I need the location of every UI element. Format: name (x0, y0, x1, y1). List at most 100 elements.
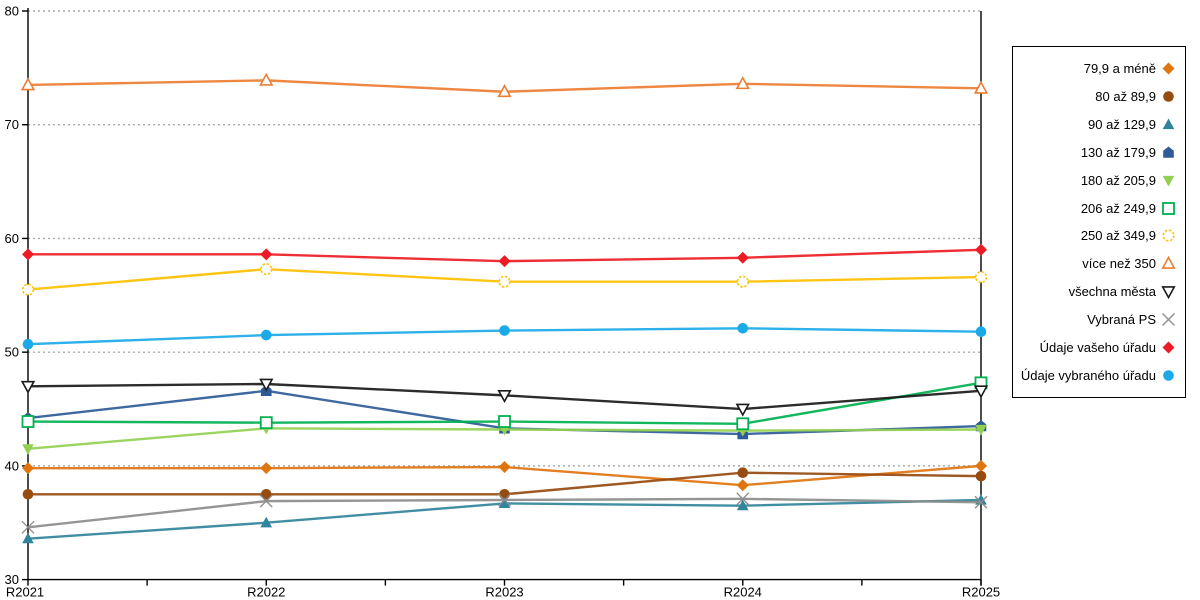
legend-item: 79,9 a méně (1019, 61, 1176, 76)
circle-marker-icon (1163, 91, 1174, 103)
triangle-up-marker-icon (735, 76, 750, 90)
square-marker-icon (21, 415, 35, 428)
diamond-marker-icon (22, 462, 34, 475)
legend-item: 250 až 349,9 (1019, 228, 1176, 243)
legend-item-label: 206 až 249,9 (1080, 200, 1156, 216)
circle-marker-icon (737, 467, 749, 479)
diamond-marker-icon (736, 479, 749, 492)
diamond-marker-icon (260, 248, 273, 261)
circle-marker-icon (260, 489, 272, 500)
diamond-marker-icon (975, 459, 987, 472)
x-marker-icon (259, 494, 273, 508)
x-legend-icon (1162, 312, 1175, 326)
circle-marker-icon (22, 489, 34, 500)
square-marker-icon (1162, 201, 1175, 215)
y-tick-label: 70 (5, 117, 19, 132)
series-12 (22, 322, 987, 350)
circle-dashed-marker-icon (260, 263, 273, 276)
x-marker-icon (21, 520, 35, 534)
legend-item: 130 až 179,9 (1019, 145, 1176, 160)
legend-item-label: 79,9 a méně (1083, 61, 1156, 77)
legend-item: 206 až 249,9 (1019, 201, 1176, 216)
y-tick-label: 40 (5, 458, 19, 473)
circle-dashed-marker-icon (498, 275, 511, 288)
diamond-marker-icon (736, 251, 749, 264)
triangle-down-legend-icon (1161, 286, 1176, 300)
square-marker-icon (259, 416, 273, 430)
series-3 (22, 493, 987, 544)
circle-legend-icon (1163, 369, 1174, 381)
triangle-down-marker-icon (1161, 286, 1176, 300)
triangle-down-marker-icon (1162, 175, 1175, 187)
legend-item: více než 350 (1019, 256, 1176, 271)
legend-item-label: 80 až 89,9 (1095, 89, 1156, 105)
triangle-up-legend-icon (1161, 256, 1176, 270)
y-tick-label: 80 (5, 4, 19, 19)
triangle-down-marker-icon (22, 444, 34, 455)
legend-item: Údaje vybraného úřadu (1019, 368, 1176, 383)
diamond-marker-icon (1162, 341, 1175, 354)
x-marker-icon (1162, 312, 1175, 326)
diamond-legend-icon (1162, 62, 1175, 75)
series-2 (22, 467, 987, 500)
x-tick-label: R2021 (6, 585, 44, 600)
circle-dashed-marker-icon (1162, 229, 1175, 242)
triangle-down-legend-icon (1162, 175, 1175, 187)
triangle-down-marker-icon (975, 424, 987, 436)
diamond-marker-icon (22, 248, 34, 261)
pentagon-legend-icon (1163, 146, 1174, 158)
circle-dashed-marker-icon (736, 275, 749, 288)
triangle-up-marker-icon (22, 532, 34, 544)
legend-item-label: všechna města (1068, 284, 1156, 300)
triangle-up-marker-icon (260, 516, 273, 528)
diamond-legend-icon (1162, 341, 1175, 354)
x-tick-label: R2025 (962, 585, 1000, 600)
triangle-down-marker-icon (259, 378, 274, 392)
x-tick-label: R2024 (724, 585, 762, 600)
diamond-marker-icon (498, 461, 511, 474)
series-5 (22, 423, 987, 455)
diamond-marker-icon (975, 243, 987, 256)
legend-item: všechna města (1019, 284, 1176, 300)
circle-marker-icon (975, 470, 987, 482)
legend-item: 90 až 129,9 (1019, 117, 1176, 132)
y-tick-label: 50 (5, 345, 19, 360)
series-1 (22, 459, 987, 492)
legend-item-label: 90 až 129,9 (1088, 117, 1156, 133)
chart-legend: 79,9 a méně 80 až 89,9 90 až 129,9 130 až 1… (1012, 46, 1186, 398)
triangle-up-marker-icon (736, 499, 749, 511)
circle-marker-icon (737, 322, 749, 334)
series-9 (20, 378, 989, 417)
triangle-up-marker-icon (1162, 118, 1175, 130)
legend-item: 80 až 89,9 (1019, 89, 1176, 104)
triangle-down-marker-icon (497, 389, 512, 404)
legend-item-label: 180 až 205,9 (1080, 172, 1156, 188)
circle-dashed-legend-icon (1162, 229, 1175, 242)
legend-item-label: 250 až 349,9 (1080, 228, 1156, 244)
legend-item: Údaje vašeho úřadu (1019, 340, 1176, 355)
legend-item-label: 130 až 179,9 (1080, 144, 1156, 160)
triangle-down-marker-icon (735, 403, 750, 417)
x-marker-icon (498, 493, 511, 507)
triangle-up-marker-icon (497, 84, 512, 98)
y-tick-label: 30 (5, 572, 19, 587)
circle-legend-icon (1163, 91, 1174, 103)
triangle-up-marker-icon (259, 72, 274, 86)
square-marker-icon (498, 415, 511, 428)
legend-item: 180 až 205,9 (1019, 173, 1176, 188)
x-tick-label: R2023 (485, 585, 523, 600)
series-6 (21, 376, 988, 431)
triangle-down-marker-icon (973, 385, 989, 399)
diamond-marker-icon (1162, 62, 1175, 75)
triangle-up-legend-icon (1162, 118, 1175, 130)
circle-marker-icon (975, 326, 987, 337)
series-10 (21, 492, 988, 534)
x-tick-label: R2022 (247, 585, 285, 600)
y-tick-label: 60 (5, 231, 19, 246)
triangle-up-marker-icon (973, 80, 989, 94)
diamond-marker-icon (498, 255, 511, 268)
series-8 (20, 72, 989, 98)
series-11 (22, 243, 987, 268)
